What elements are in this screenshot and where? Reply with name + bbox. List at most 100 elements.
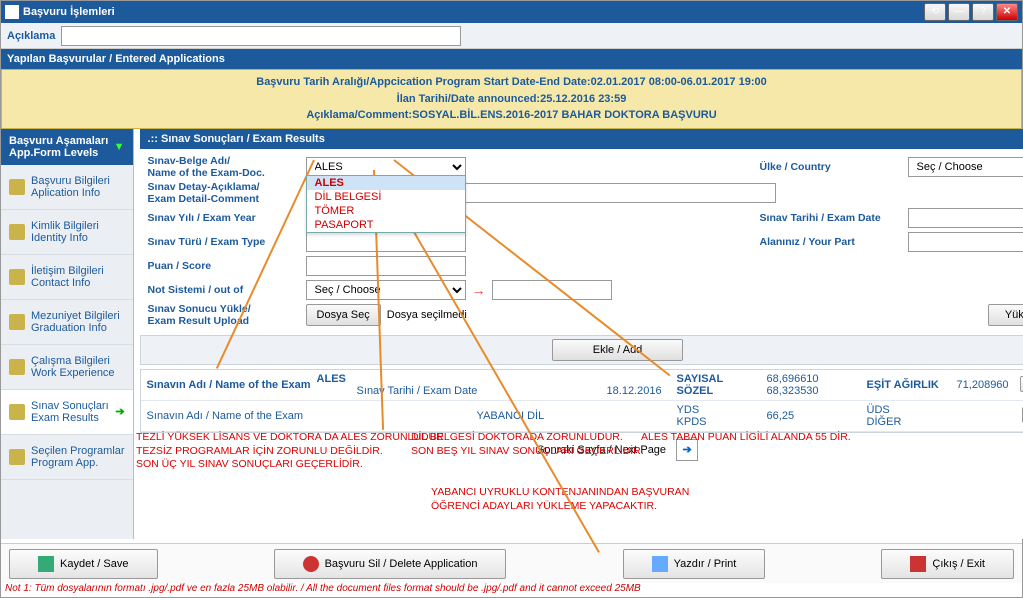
- description-bar: Açıklama: [1, 23, 1022, 49]
- sidebar: Başvuru Aşamaları App.Form Levels ▼ Başv…: [1, 129, 134, 539]
- save-button[interactable]: Kaydet / Save: [9, 549, 158, 579]
- cell-name-label: Sınavın Adı / Name of the Exam: [147, 379, 317, 391]
- titlebar: Başvuru İşlemleri ⟲ — ? ✕: [1, 1, 1022, 23]
- cell-name-value: YABANCI DİL: [477, 410, 607, 422]
- exam-name: ALES: [317, 373, 346, 385]
- contact-info-icon: [9, 269, 25, 285]
- sidebar-item-program-app[interactable]: Seçilen Programlar Program App.: [1, 435, 133, 480]
- application-info-box: Başvuru Tarih Aralığı/Appcication Progra…: [1, 69, 1022, 129]
- label-score: Puan / Score: [148, 260, 298, 272]
- next-page-button[interactable]: ➔: [676, 439, 698, 461]
- date-label: Sınav Tarihi / Exam Date: [357, 385, 478, 397]
- dropdown-option[interactable]: PASAPORT: [307, 218, 465, 232]
- add-row: Ekle / Add: [140, 335, 1023, 365]
- sidebar-item-exam-results[interactable]: Sınav Sonuçları Exam Results ➔: [1, 390, 133, 435]
- score-label: ÜDS: [867, 404, 890, 416]
- score-value: 68,323530: [767, 385, 819, 397]
- refresh-icon[interactable]: ⟲: [924, 3, 946, 21]
- exit-button[interactable]: Çıkış / Exit: [881, 549, 1014, 579]
- sidebar-item-label: Mezuniyet Bilgileri Graduation Info: [31, 310, 120, 334]
- sidebar-item-contact-info[interactable]: İletişim Bilgileri Contact Info: [1, 255, 133, 300]
- main-panel: .:: Sınav Sonuçları / Exam Results Sınav…: [134, 129, 1023, 539]
- print-button[interactable]: Yazdır / Print: [623, 549, 766, 579]
- score-label: SAYISAL: [677, 373, 724, 385]
- body-area: Başvuru Aşamaları App.Form Levels ▼ Başv…: [1, 129, 1022, 539]
- type-input[interactable]: [306, 232, 466, 252]
- upload-button[interactable]: Yükle/Upload: [988, 304, 1023, 326]
- next-page-label: Sonraki Sayfa / Next Page: [537, 444, 666, 456]
- outof-select[interactable]: Seç / Choose: [306, 280, 466, 300]
- label-your-part: Alanınız / Your Part: [760, 236, 900, 248]
- sidebar-item-label: Kimlik Bilgileri Identity Info: [31, 220, 99, 244]
- app-window: Başvuru İşlemleri ⟲ — ? ✕ Açıklama Yapıl…: [0, 0, 1023, 598]
- dropdown-option[interactable]: ALES: [307, 176, 465, 190]
- score-label: KPDS: [677, 416, 707, 428]
- graduation-info-icon: [9, 314, 25, 330]
- score-value: 68,696610: [767, 373, 819, 385]
- form-grid: Sınav-Belge Adı/ Name of the Exam-Doc. A…: [140, 149, 1023, 335]
- label-exam-date: Sınav Tarihi / Exam Date: [760, 212, 900, 224]
- part-input[interactable]: [908, 232, 1023, 252]
- footer-toolbar: Kaydet / Save Başvuru Sil / Delete Appli…: [1, 543, 1022, 583]
- exam-doc-dropdown[interactable]: ALES DİL BELGESİ TÖMER PASAPORT: [306, 175, 466, 233]
- cell-c1: YDS KPDS: [677, 404, 767, 428]
- label-upload: Sınav Sonucu Yükle/ Exam Result Upload: [148, 303, 298, 327]
- sidebar-head: Başvuru Aşamaları App.Form Levels ▼: [1, 129, 133, 165]
- sidebar-item-work-experience[interactable]: Çalışma Bilgileri Work Experience: [1, 345, 133, 390]
- sidebar-item-label: İletişim Bilgileri Contact Info: [31, 265, 104, 289]
- description-input[interactable]: [61, 26, 461, 46]
- dropdown-option[interactable]: TÖMER: [307, 204, 465, 218]
- minimize-icon[interactable]: —: [948, 3, 970, 21]
- identity-info-icon: [9, 224, 25, 240]
- dropdown-option[interactable]: DİL BELGESİ: [307, 190, 465, 204]
- close-icon[interactable]: ✕: [996, 3, 1018, 21]
- help-icon[interactable]: ?: [972, 3, 994, 21]
- pager-row: Sonraki Sayfa / Next Page ➔: [140, 433, 1023, 467]
- delete-application-button[interactable]: Başvuru Sil / Delete Application: [274, 549, 507, 579]
- file-status: Dosya seçilmedi: [387, 309, 467, 321]
- cell-name-label: Sınavın Adı / Name of the Exam: [147, 410, 317, 422]
- titlebar-buttons: ⟲ — ? ✕: [924, 3, 1018, 21]
- cell-date: 18.12.2016: [607, 385, 677, 397]
- app-icon: [5, 5, 19, 19]
- score-label: SÖZEL: [677, 385, 714, 397]
- sidebar-item-label: Başvuru Bilgileri Aplication Info: [31, 175, 110, 199]
- arrow-indicator-icon: →: [472, 282, 486, 298]
- sidebar-item-identity-info[interactable]: Kimlik Bilgileri Identity Info: [1, 210, 133, 255]
- delete-icon: [303, 556, 319, 572]
- country-select[interactable]: Seç / Choose: [908, 157, 1023, 177]
- entered-applications-bar: Yapılan Başvurular / Entered Application…: [1, 49, 1022, 69]
- print-icon: [652, 556, 668, 572]
- description-label: Açıklama: [7, 30, 55, 42]
- score-value: 66,25: [767, 410, 795, 422]
- sidebar-head-indicator-icon: ▼: [114, 141, 125, 153]
- exam-doc-select[interactable]: ALES: [306, 157, 466, 177]
- sidebar-item-graduation-info[interactable]: Mezuniyet Bilgileri Graduation Info: [1, 300, 133, 345]
- label-detail: Sınav Detay-Açıklama/ Exam Detail-Commen…: [148, 181, 298, 205]
- date-input[interactable]: [908, 208, 1023, 228]
- sidebar-item-label: Çalışma Bilgileri Work Experience: [31, 355, 115, 379]
- window-title: Başvuru İşlemleri: [23, 1, 115, 23]
- add-button[interactable]: Ekle / Add: [552, 339, 684, 361]
- result-row: Sınavın Adı / Name of the Exam ALES Sına…: [141, 370, 1023, 401]
- info-line-1: Başvuru Tarih Aralığı/Appcication Progra…: [8, 74, 1015, 91]
- sidebar-item-label: Seçilen Programlar Program App.: [31, 445, 125, 469]
- sidebar-item-application-info[interactable]: Başvuru Bilgileri Aplication Info: [1, 165, 133, 210]
- label-outof: Not Sistemi / out of: [148, 284, 298, 296]
- sidebar-item-label: Sınav Sonuçları Exam Results: [31, 400, 109, 424]
- cell-name-value: ALES Sınav Tarihi / Exam Date: [317, 373, 607, 397]
- label-exam-year: Sınav Yılı / Exam Year: [148, 212, 298, 224]
- footer-note: Not 1: Tüm dosyalarının formatı .jpg/.pd…: [1, 583, 1022, 597]
- exit-icon: [910, 556, 926, 572]
- label-exam-doc: Sınav-Belge Adı/ Name of the Exam-Doc.: [148, 155, 298, 179]
- outof-input[interactable]: [492, 280, 612, 300]
- score-input[interactable]: [306, 256, 466, 276]
- program-app-icon: [9, 449, 25, 465]
- info-line-3: Açıklama/Comment:SOSYAL.BİL.ENS.2016-201…: [8, 107, 1015, 124]
- exam-results-icon: [9, 404, 25, 420]
- sidebar-head-label: Başvuru Aşamaları App.Form Levels: [9, 135, 108, 159]
- application-info-icon: [9, 179, 25, 195]
- active-arrow-icon: ➔: [115, 405, 124, 418]
- work-experience-icon: [9, 359, 25, 375]
- file-choose-button[interactable]: Dosya Seç: [306, 304, 381, 326]
